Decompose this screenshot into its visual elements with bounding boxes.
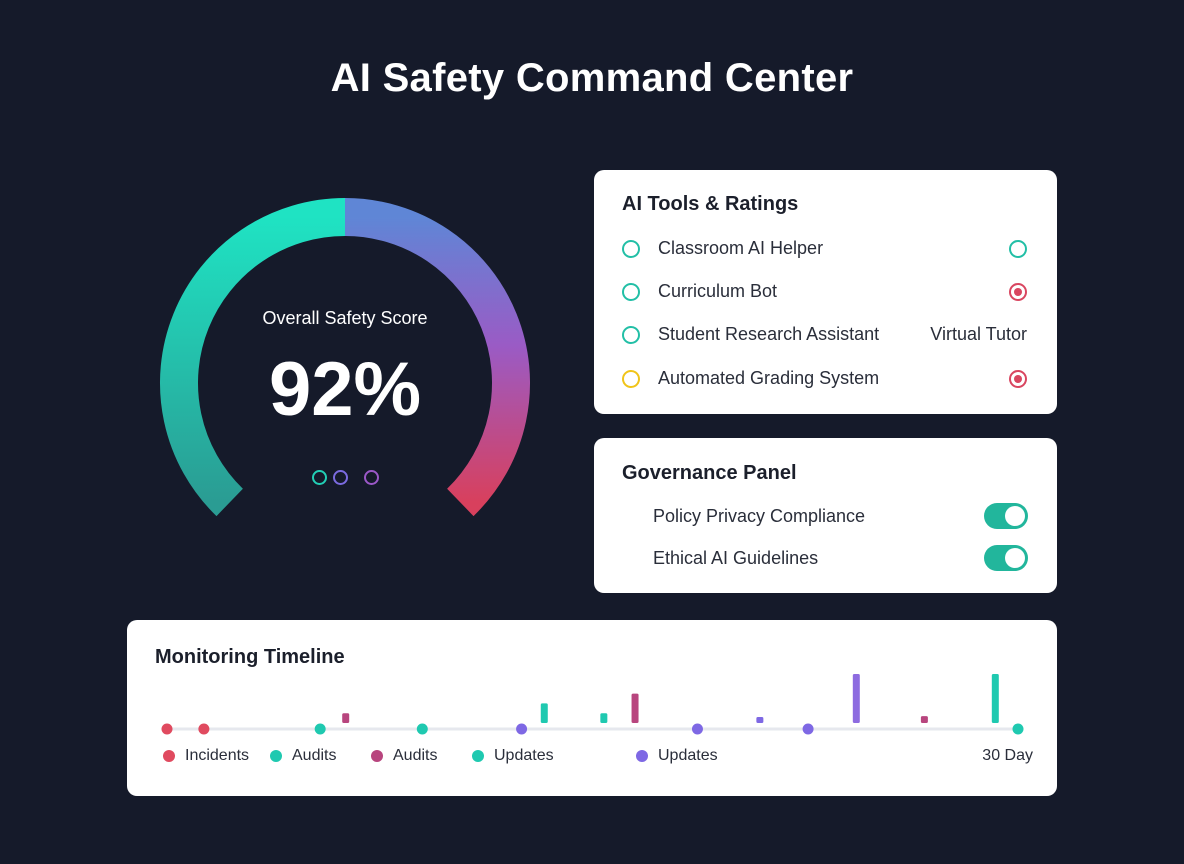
timeline-event-dot[interactable] — [516, 723, 528, 735]
legend-dot-icon — [636, 750, 648, 762]
ai-tools-title: AI Tools & Ratings — [622, 193, 799, 215]
timeline-event-bar[interactable] — [342, 713, 350, 723]
legend-item-updates-teal[interactable]: Updates — [472, 747, 554, 765]
tool-name: Student Research Assistant — [658, 324, 880, 344]
timeline-event-bar[interactable] — [540, 703, 548, 723]
legend-label: Updates — [494, 747, 554, 764]
legend-label: Audits — [292, 747, 337, 764]
legend-item-updates-purple[interactable]: Updates — [636, 747, 718, 765]
ethical-guidelines-toggle[interactable] — [984, 545, 1028, 571]
timeline-legend: Incidents Audits Audits Updates Updates … — [163, 747, 1033, 771]
tool-rating-alert-icon — [1009, 283, 1027, 301]
timeline-event-dot[interactable] — [161, 723, 173, 735]
legend-label: Updates — [658, 747, 718, 764]
timeline-event-dot[interactable] — [198, 723, 210, 735]
legend-dot-icon — [371, 750, 383, 762]
tool-rating-alert-icon — [1009, 370, 1027, 388]
timeline-event-dot[interactable] — [691, 723, 703, 735]
tool-status-ring-icon — [622, 283, 640, 301]
legend-item-audits-magenta[interactable]: Audits — [371, 747, 437, 765]
gauge-label: Overall Safety Score — [262, 308, 428, 328]
tool-row-student-research-assistant[interactable]: Student Research Assistant Virtual Tutor — [622, 321, 1027, 351]
governance-label: Policy Privacy Compliance — [653, 506, 866, 526]
gauge-dot-1[interactable] — [311, 470, 327, 485]
gauge-dot-3[interactable] — [363, 470, 379, 485]
timeline-event-dot[interactable] — [314, 723, 326, 735]
gauge-dot-2[interactable] — [332, 470, 348, 485]
timeline-event-bar[interactable] — [756, 717, 764, 723]
monitoring-timeline-card: Monitoring Timeline Incidents Audits Aud… — [127, 620, 1057, 796]
ai-tools-card: AI Tools & Ratings Classroom AI Helper C… — [594, 170, 1057, 414]
timeline-event-bar[interactable] — [631, 693, 639, 723]
tool-name: Automated Grading System — [658, 368, 880, 388]
tool-name: Curriculum Bot — [658, 281, 778, 301]
timeline-event-bar[interactable] — [600, 713, 608, 723]
gauge-arc-left — [160, 198, 346, 517]
gauge-value: 92% — [268, 347, 422, 432]
tool-row-classroom-ai-helper[interactable]: Classroom AI Helper — [622, 235, 1027, 265]
page-title: AI Safety Command Center — [330, 56, 854, 100]
timeline-title: Monitoring Timeline — [155, 646, 345, 668]
tool-row-curriculum-bot[interactable]: Curriculum Bot — [622, 278, 1027, 308]
governance-label: Ethical AI Guidelines — [653, 548, 819, 568]
timeline-range-label[interactable]: 30 Day — [982, 747, 1033, 764]
governance-card: Governance Panel Policy Privacy Complian… — [594, 438, 1057, 593]
timeline-event-bar[interactable] — [920, 716, 928, 723]
tool-name: Classroom AI Helper — [658, 238, 824, 258]
gauge-pager — [140, 470, 550, 485]
legend-dot-icon — [270, 750, 282, 762]
legend-dot-icon — [163, 750, 175, 762]
privacy-compliance-toggle[interactable] — [984, 503, 1028, 529]
governance-row-privacy: Policy Privacy Compliance — [653, 503, 1028, 531]
tool-status-ring-icon — [622, 240, 640, 258]
timeline-event-bar[interactable] — [991, 674, 999, 723]
timeline-event-dot[interactable] — [416, 723, 428, 735]
tool-row-automated-grading-system[interactable]: Automated Grading System — [622, 365, 1027, 395]
tool-rating-ok-icon — [1009, 240, 1027, 258]
tool-status-text: Virtual Tutor — [930, 324, 1027, 344]
gauge-arc-right — [344, 198, 530, 517]
governance-title: Governance Panel — [622, 462, 797, 484]
tool-status-ring-icon — [622, 370, 640, 388]
legend-item-incidents[interactable]: Incidents — [163, 747, 249, 765]
timeline-event-dot[interactable] — [1012, 723, 1024, 735]
legend-label: Audits — [393, 747, 438, 764]
timeline-event-dot[interactable] — [802, 723, 814, 735]
timeline-chart — [161, 674, 1024, 735]
gauge-ring — [160, 198, 530, 517]
legend-dot-icon — [472, 750, 484, 762]
safety-score-gauge: Overall Safety Score 92% — [140, 178, 550, 558]
governance-row-ethics: Ethical AI Guidelines — [653, 545, 1028, 573]
legend-label: Incidents — [185, 747, 250, 764]
timeline-event-bar[interactable] — [852, 674, 860, 723]
tool-status-ring-icon — [622, 326, 640, 344]
legend-item-audits-teal[interactable]: Audits — [270, 747, 336, 765]
